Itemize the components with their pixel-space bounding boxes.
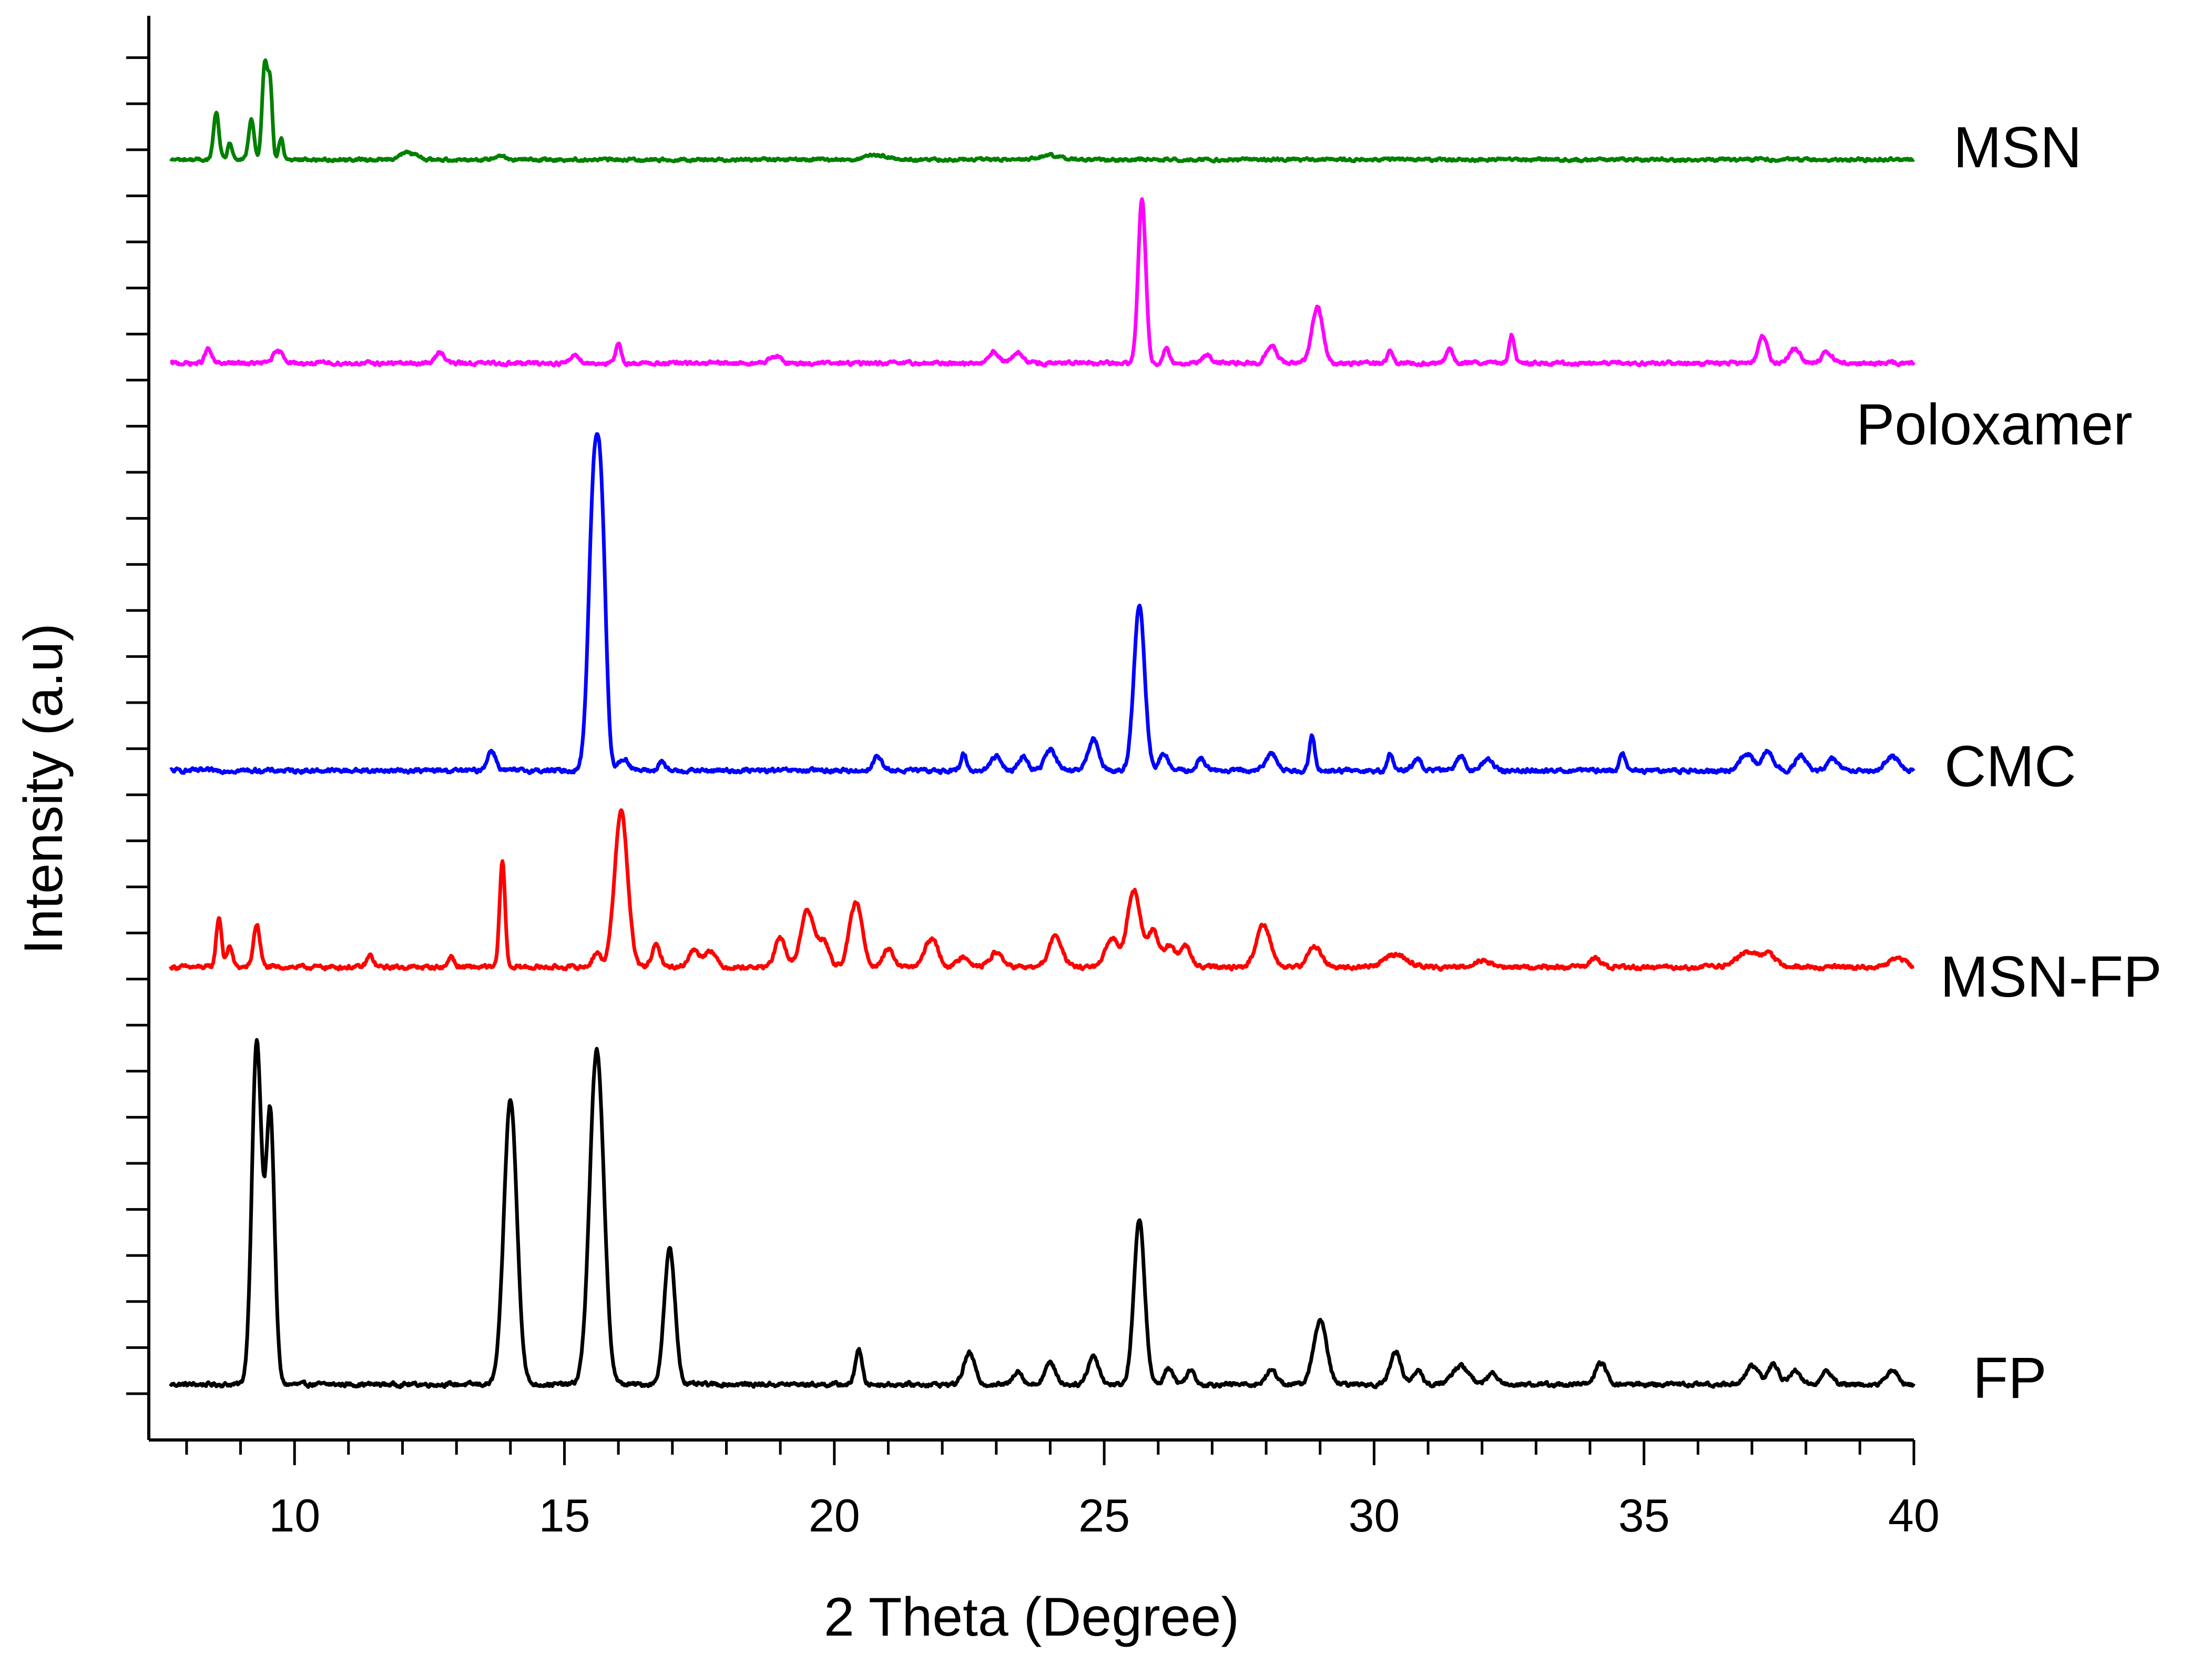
x-tick-label: 15 — [539, 1489, 590, 1541]
series-line-fp — [169, 1038, 1916, 1389]
x-tick-label: 30 — [1348, 1489, 1400, 1541]
series-line-msn — [169, 58, 1915, 164]
y-axis — [126, 16, 150, 1440]
series-label-msn: MSN — [1953, 115, 2082, 180]
x-tick-label: 10 — [269, 1489, 320, 1541]
x-tick-label: 35 — [1618, 1489, 1670, 1541]
series-line-msn-fp — [168, 808, 1915, 972]
series-line-cmc — [169, 432, 1915, 775]
y-axis-ticks — [126, 56, 149, 1395]
series-label-fp: FP — [1973, 1346, 2047, 1411]
series-line-poloxamer — [169, 197, 1916, 368]
x-axis-tick-labels: 10 15 20 25 30 35 40 — [269, 1489, 1940, 1541]
y-axis-title: Intensity (a.u) — [13, 623, 74, 955]
x-axis: 10 15 20 25 30 35 40 — [149, 1438, 1940, 1541]
x-tick-label: 40 — [1888, 1489, 1940, 1541]
series-label-cmc: CMC — [1944, 734, 2076, 799]
x-tick-label: 25 — [1078, 1489, 1130, 1541]
series-label-msn-fp: MSN-FP — [1940, 945, 2162, 1009]
x-tick-label: 20 — [809, 1489, 860, 1541]
x-axis-title: 2 Theta (Degree) — [824, 1587, 1239, 1648]
series-labels: FP MSN-FP CMC Poloxamer MSN — [1856, 115, 2162, 1411]
series-traces — [168, 58, 1916, 1389]
x-axis-ticks — [185, 1440, 1915, 1465]
series-label-poloxamer: Poloxamer — [1856, 392, 2133, 457]
